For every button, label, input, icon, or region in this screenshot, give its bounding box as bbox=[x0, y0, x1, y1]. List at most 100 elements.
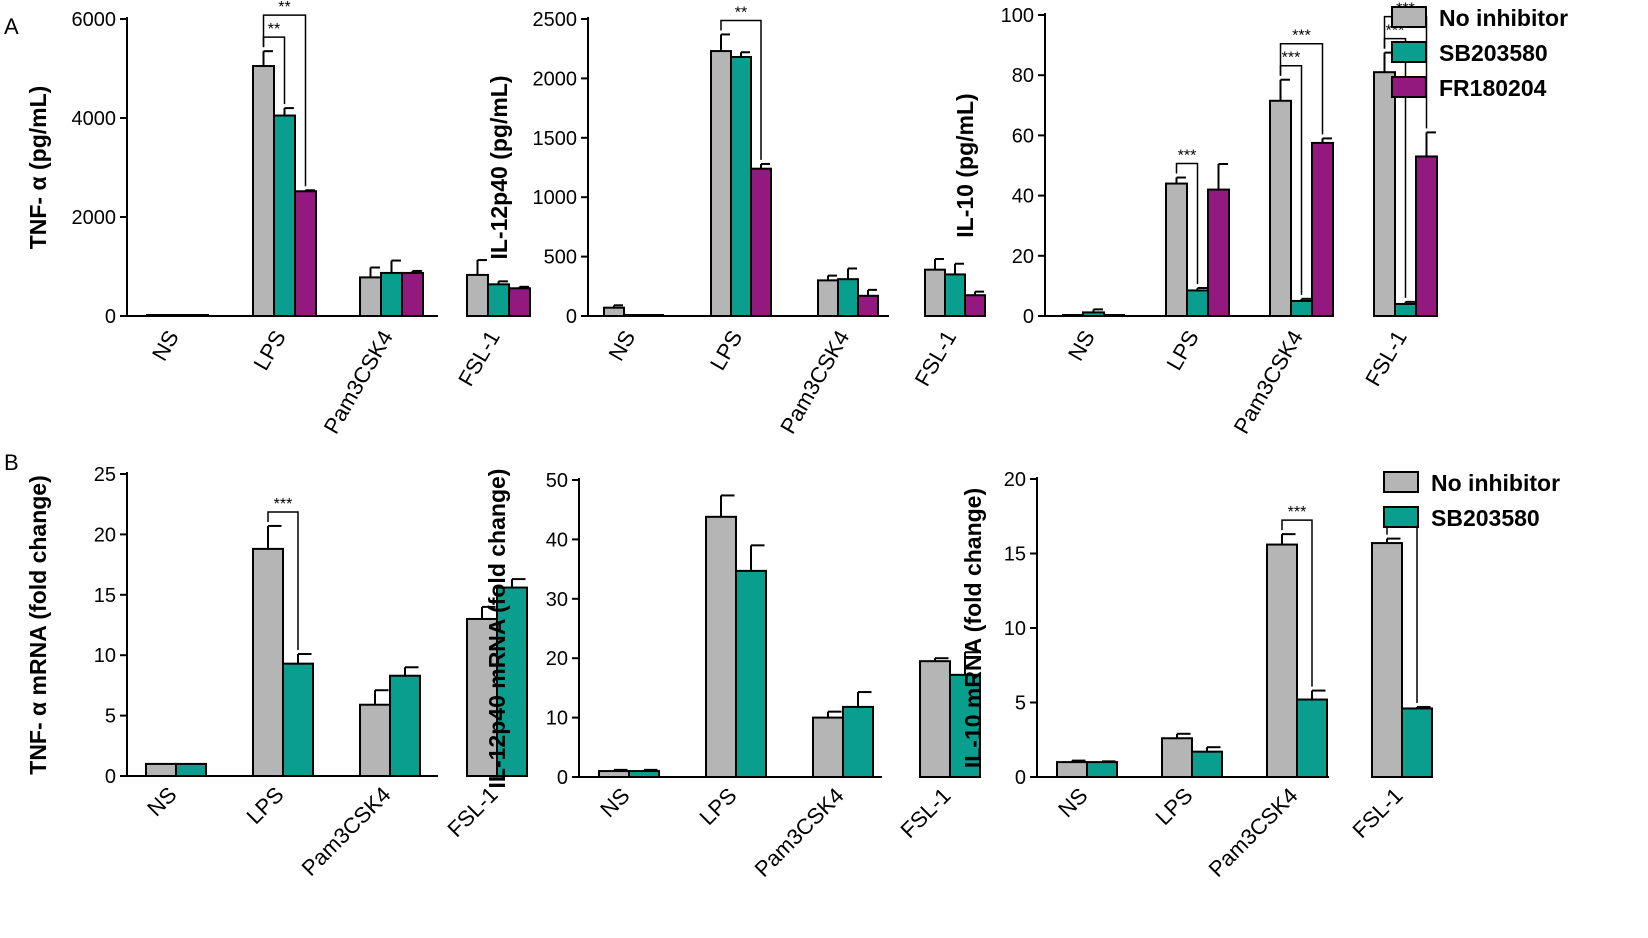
y-tick-label: 1500 bbox=[533, 128, 578, 150]
bar bbox=[1290, 299, 1313, 318]
x-category-label: Pam3CSK4 bbox=[750, 783, 849, 882]
y-tick-label: 40 bbox=[546, 529, 568, 551]
bar bbox=[735, 569, 767, 779]
y-tick-label: 6000 bbox=[72, 9, 117, 31]
bar bbox=[1371, 542, 1403, 778]
bar bbox=[252, 65, 275, 318]
y-tick-label: 100 bbox=[1001, 5, 1034, 27]
bar bbox=[750, 167, 772, 317]
bar bbox=[282, 662, 314, 778]
bar bbox=[598, 770, 630, 778]
significance-label: *** bbox=[274, 496, 293, 513]
bar bbox=[924, 268, 946, 317]
y-tick-label: 40 bbox=[1012, 186, 1034, 208]
y-tick-label: 0 bbox=[557, 767, 568, 789]
x-category-label: LPS bbox=[1150, 783, 1197, 830]
bar bbox=[175, 762, 207, 777]
significance-bracket bbox=[267, 511, 299, 650]
bar bbox=[380, 271, 403, 317]
y-tick-label: 20 bbox=[94, 524, 116, 546]
significance-label: ** bbox=[268, 21, 280, 38]
chart-2: 0 500 1000 1500 2000 2500 IL-12p40 (pg/mL) NS LP… bbox=[486, 4, 986, 438]
x-category-label: FSL-1 bbox=[442, 782, 502, 842]
y-tick-label: 0 bbox=[566, 306, 577, 328]
x-category-label: FSL-1 bbox=[910, 326, 962, 390]
y-tick-label: 25 bbox=[94, 464, 116, 486]
significance-bracket bbox=[1279, 42, 1324, 135]
x-category-label: LPS bbox=[248, 326, 290, 375]
legend-1: No inhibitor SB203580 FR180204 bbox=[1391, 5, 1568, 101]
significance-bracket bbox=[262, 14, 307, 187]
y-axis-title: IL-12p40 mRNA (fold change) bbox=[484, 469, 510, 789]
panel-label-a: A bbox=[4, 14, 19, 39]
y-tick-label: 2000 bbox=[533, 68, 578, 90]
bar bbox=[1082, 311, 1105, 318]
bar bbox=[1394, 302, 1417, 317]
x-category-label: LPS bbox=[241, 782, 288, 829]
legend-swatch bbox=[1383, 471, 1419, 493]
y-tick-label: 20 bbox=[546, 648, 568, 670]
y-axis-title: IL-12p40 (pg/mL) bbox=[486, 75, 512, 259]
y-tick-label: 500 bbox=[544, 247, 577, 269]
x-category-label: NS bbox=[142, 782, 181, 821]
x-category-label: Pam3CSK4 bbox=[1204, 783, 1303, 882]
bar bbox=[1086, 761, 1118, 778]
x-category-label: FSL-1 bbox=[453, 326, 505, 390]
bar bbox=[1207, 188, 1230, 317]
x-category-label: Pam3CSK4 bbox=[1229, 326, 1308, 438]
bar bbox=[294, 190, 317, 317]
significance-bracket bbox=[1281, 519, 1313, 687]
chart-1: 0 2000 4000 6000 TNF- α (pg/mL) NS LPS Pam3CSK4… bbox=[25, 0, 531, 438]
bar bbox=[1373, 71, 1396, 317]
bar bbox=[273, 114, 296, 318]
y-tick-label: 15 bbox=[1004, 544, 1026, 566]
bar bbox=[730, 56, 752, 318]
bar bbox=[812, 716, 844, 778]
bar bbox=[145, 762, 177, 777]
y-tick-label: 10 bbox=[1004, 618, 1026, 640]
legend-label: SB203580 bbox=[1439, 40, 1548, 66]
y-tick-label: 10 bbox=[94, 645, 116, 667]
x-category-label: FSL-1 bbox=[1360, 326, 1412, 390]
chart-5: 0 10 20 30 40 50 IL-12p40 mRNA (fold change) NS… bbox=[484, 469, 981, 882]
chart-4: 0 5 10 15 20 25 TNF- α mRNA (fold change) NS LPS… bbox=[25, 464, 528, 881]
x-category-label: NS bbox=[603, 326, 640, 365]
bar bbox=[466, 273, 489, 318]
significance-label: *** bbox=[1288, 504, 1307, 521]
bar bbox=[1401, 707, 1433, 779]
bar bbox=[1296, 698, 1328, 779]
legend-label: No inhibitor bbox=[1439, 5, 1568, 31]
bar bbox=[628, 770, 660, 778]
x-category-label: NS bbox=[147, 326, 184, 365]
y-tick-label: 50 bbox=[546, 470, 568, 492]
y-tick-label: 0 bbox=[105, 766, 116, 788]
y-tick-label: 5 bbox=[105, 706, 116, 728]
bar bbox=[1269, 99, 1292, 317]
bar bbox=[603, 306, 625, 317]
bar bbox=[359, 276, 382, 318]
bar bbox=[1191, 750, 1223, 778]
y-tick-label: 5 bbox=[1015, 693, 1026, 715]
y-tick-label: 60 bbox=[1012, 125, 1034, 147]
x-category-label: FSL-1 bbox=[895, 783, 955, 843]
y-axis-title: IL-10 (pg/mL) bbox=[952, 93, 978, 237]
bar bbox=[710, 50, 732, 318]
x-category-label: LPS bbox=[705, 326, 747, 375]
significance-bracket bbox=[720, 19, 762, 160]
legend-swatch bbox=[1391, 41, 1427, 63]
significance-label: *** bbox=[1282, 50, 1301, 67]
bar bbox=[1266, 543, 1298, 778]
legend-swatch bbox=[1383, 506, 1419, 528]
bar bbox=[1311, 141, 1334, 317]
y-tick-label: 0 bbox=[105, 306, 116, 328]
x-category-label: NS bbox=[1053, 783, 1092, 822]
x-category-label: NS bbox=[595, 783, 634, 822]
significance-label: *** bbox=[1178, 148, 1197, 165]
y-tick-label: 2500 bbox=[533, 9, 578, 31]
y-axis-title: IL-10 mRNA (fold change) bbox=[960, 488, 986, 768]
legend-label: No inhibitor bbox=[1431, 470, 1560, 496]
y-tick-label: 20 bbox=[1012, 246, 1034, 268]
y-tick-label: 80 bbox=[1012, 65, 1034, 87]
